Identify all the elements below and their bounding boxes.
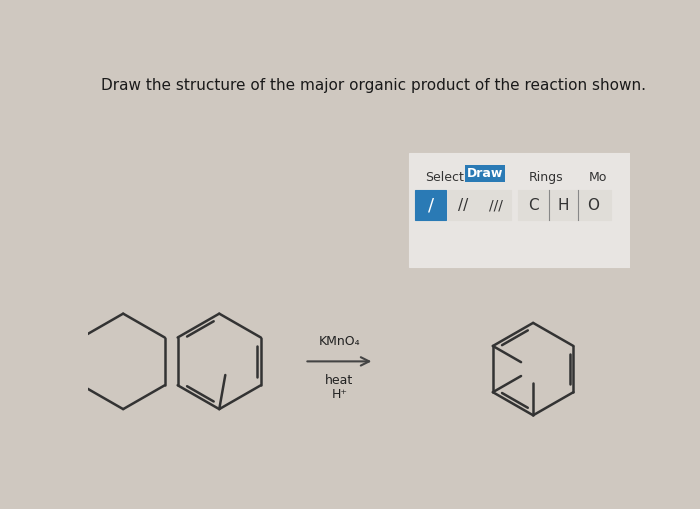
Text: KMnO₄: KMnO₄	[318, 334, 360, 348]
Text: H⁺: H⁺	[331, 387, 347, 401]
Text: Draw: Draw	[467, 167, 503, 180]
Bar	[517, 190, 610, 220]
Text: O: O	[587, 197, 598, 213]
Bar	[415, 190, 447, 220]
Bar	[448, 190, 479, 220]
Text: ///: ///	[489, 198, 503, 212]
Text: //: //	[458, 197, 468, 213]
Text: H: H	[558, 197, 569, 213]
Bar	[409, 154, 630, 267]
Bar	[480, 190, 512, 220]
Text: C: C	[528, 197, 539, 213]
Text: Rings: Rings	[529, 171, 564, 184]
Text: /: /	[428, 196, 434, 214]
Text: Select: Select	[425, 171, 463, 184]
Bar	[465, 165, 505, 182]
Text: Mo: Mo	[589, 171, 608, 184]
Text: heat: heat	[326, 374, 354, 387]
Text: Draw the structure of the major organic product of the reaction shown.: Draw the structure of the major organic …	[102, 78, 647, 93]
